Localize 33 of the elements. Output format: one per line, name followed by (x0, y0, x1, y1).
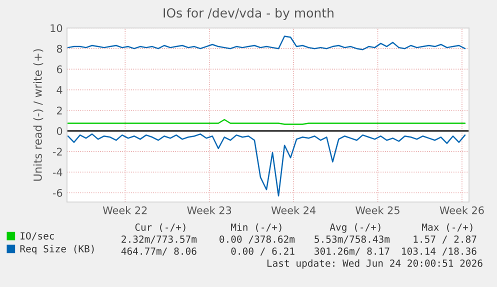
text: 464.77m/ 8.06 (121, 247, 196, 256)
text: Cur (-/+) (135, 223, 186, 232)
legend-label: IO/sec (20, 232, 54, 240)
text: Avg (-/+) (330, 223, 380, 233)
text: 301.26m/ 8.17 (314, 247, 390, 256)
text: Last update: Wed Jun 24 20:00:51 2026 (267, 259, 482, 269)
text: 0.00 /378.62m (220, 235, 295, 244)
y-tick-label: 4 (56, 86, 62, 94)
x-tick-label: Week 25 (356, 206, 400, 214)
text: 0.00 / 6.21 (231, 247, 294, 256)
x-tick-label: Week 24 (271, 206, 316, 214)
y-tick-label: 2 (56, 106, 62, 114)
x-tick-label: Week 23 (187, 206, 232, 214)
legend-label: Req Size (KB) (20, 244, 94, 254)
line-series (67, 36, 466, 50)
y-tick-label: -6 (52, 188, 62, 197)
y-tick-label: 0 (56, 127, 62, 136)
y-tick-label: -2 (52, 148, 62, 156)
y-tick-label: -4 (52, 168, 62, 176)
y-axis-title: Units read (-) / write (+) (33, 49, 44, 181)
y-tick-label: 8 (56, 44, 62, 53)
x-tick-label: Week 22 (102, 206, 147, 214)
text: 1.57 / 2.87 (414, 235, 476, 244)
text: 103.14 /18.36 (402, 247, 476, 256)
y-tick-label: 6 (56, 65, 62, 74)
text: Max (-/+) (422, 223, 472, 232)
line-series (67, 133, 466, 196)
text: Min (-/+) (231, 223, 282, 232)
x-tick-label: Week 26 (440, 206, 484, 214)
chart-title: IOs for /dev/vda - by month (164, 8, 334, 20)
text: 5.53m/758.43m (314, 235, 390, 244)
y-tick-label: 10 (50, 24, 62, 32)
text: 2.32m/773.57m (122, 235, 197, 244)
